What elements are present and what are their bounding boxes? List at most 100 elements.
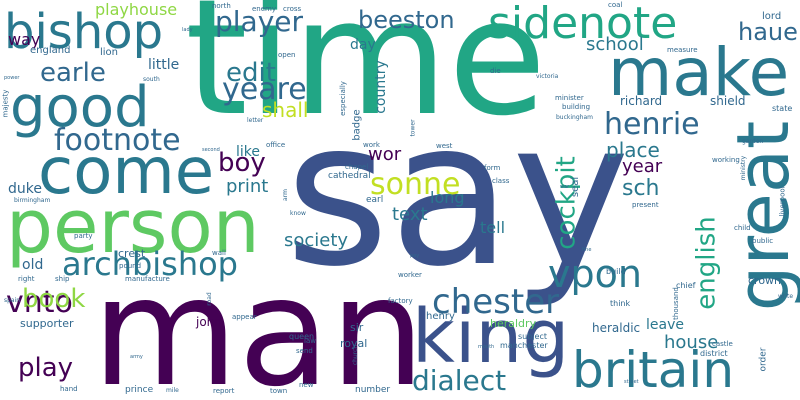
word-report: report: [213, 387, 235, 395]
word-pay: pay: [410, 253, 420, 259]
word-chester: chester: [432, 282, 560, 322]
word-north: north: [212, 2, 231, 10]
word-shield: shield: [710, 94, 746, 108]
word-ship: ship: [55, 275, 70, 283]
word-earl: earl: [366, 195, 384, 205]
word-prince: prince: [125, 385, 154, 395]
word-king: king: [412, 294, 570, 380]
word-earle: earle: [40, 58, 106, 88]
word-henry: henry: [426, 311, 455, 322]
word-lord: lord: [762, 11, 782, 22]
word-pound: pound: [119, 262, 142, 270]
word-working: working: [712, 156, 740, 164]
word-class: class: [492, 177, 510, 185]
word-street: street: [624, 379, 639, 385]
word-law: law: [304, 337, 316, 345]
word-boy: boy: [218, 148, 266, 178]
word-old: old: [22, 257, 44, 273]
word-print: print: [226, 176, 269, 197]
word-england: england: [30, 45, 71, 56]
word-way: way: [8, 30, 41, 49]
word-especially: especially: [338, 81, 347, 116]
word-chief: chief: [676, 281, 696, 290]
word-tower: tower: [409, 119, 417, 137]
word-factory: factory: [388, 297, 413, 305]
word-royal: royal: [340, 337, 368, 350]
word-manufacture: manufacture: [125, 275, 170, 283]
word-book: book: [22, 284, 86, 314]
word-letter: letter: [247, 117, 264, 124]
word-dialect: dialect: [412, 364, 507, 397]
word-child: child: [734, 224, 751, 232]
word-state: state: [772, 104, 793, 113]
word-wall: wall: [212, 249, 226, 257]
word-say: say: [285, 78, 631, 311]
word-road: road: [205, 292, 213, 306]
word-sidenote: sidenote: [488, 0, 678, 49]
word-school: school: [586, 34, 644, 55]
word-richard: richard: [620, 94, 663, 108]
word-day: day: [350, 37, 376, 53]
word-church: church: [352, 344, 360, 366]
word-garden: garden: [742, 138, 764, 145]
word-bishop: bishop: [4, 4, 164, 60]
word-crown: crown: [748, 274, 782, 287]
word-heraldry: heraldry: [490, 317, 537, 330]
word-hand: hand: [60, 385, 78, 393]
word-archbishop: archbishop: [62, 245, 238, 283]
word-lady: lady: [182, 27, 193, 33]
word-duke: duke: [8, 181, 42, 197]
word-henrie: henrie: [604, 107, 700, 142]
word-building: building: [562, 103, 591, 111]
word-leave: leave: [646, 317, 684, 333]
word-crest: crest: [118, 247, 146, 260]
word-play: play: [18, 353, 74, 383]
word-cockpit: cockpit: [551, 156, 582, 250]
word-player: player: [215, 5, 304, 38]
word-spain: spain: [4, 297, 21, 304]
word-cross: cross: [283, 5, 302, 13]
word-west: west: [436, 142, 453, 150]
word-mouth: mouth: [478, 344, 495, 350]
word-vpon: vpon: [548, 252, 642, 296]
word-haue: haue: [738, 18, 798, 46]
word-britain: britain: [572, 341, 735, 399]
word-liverpool: liverpool: [778, 186, 787, 217]
word-know: know: [290, 210, 306, 217]
word-right: right: [18, 275, 35, 283]
word-world: world: [760, 74, 774, 80]
word-appear: appear: [232, 313, 257, 321]
word-house: house: [664, 332, 719, 353]
word-form: form: [484, 164, 501, 172]
word-lion: lion: [100, 47, 119, 58]
word-badge: badge: [351, 109, 363, 141]
word-victoria: victoria: [536, 73, 559, 80]
word-subject: subject: [518, 332, 547, 341]
word-wor: wor: [368, 144, 402, 165]
word-country: country: [372, 60, 389, 114]
word-vnto: vnto: [6, 285, 73, 320]
word-come: come: [38, 135, 215, 209]
word-order: order: [758, 347, 769, 372]
word-number: number: [355, 385, 391, 395]
word-time: time: [185, 0, 547, 151]
word-sir: sir: [350, 321, 364, 334]
word-beeston: beeston: [358, 6, 455, 34]
word-open: open: [278, 51, 296, 59]
word-cathedral: cathedral: [328, 171, 371, 181]
word-footnote: footnote: [54, 123, 181, 158]
word-power: power: [4, 75, 20, 81]
word-sch: sch: [622, 176, 660, 201]
word-coal: coal: [608, 1, 623, 9]
word-build: build: [606, 267, 626, 276]
word-measure: measure: [667, 46, 698, 54]
word-district: district: [700, 349, 728, 358]
word-place: place: [606, 138, 660, 162]
word-think: think: [610, 299, 631, 308]
word-south: south: [143, 76, 160, 83]
word-sonne: sonne: [370, 167, 461, 202]
word-heraldic: heraldic: [592, 321, 641, 335]
word-person: person: [6, 184, 260, 270]
word-like: like: [236, 144, 261, 160]
